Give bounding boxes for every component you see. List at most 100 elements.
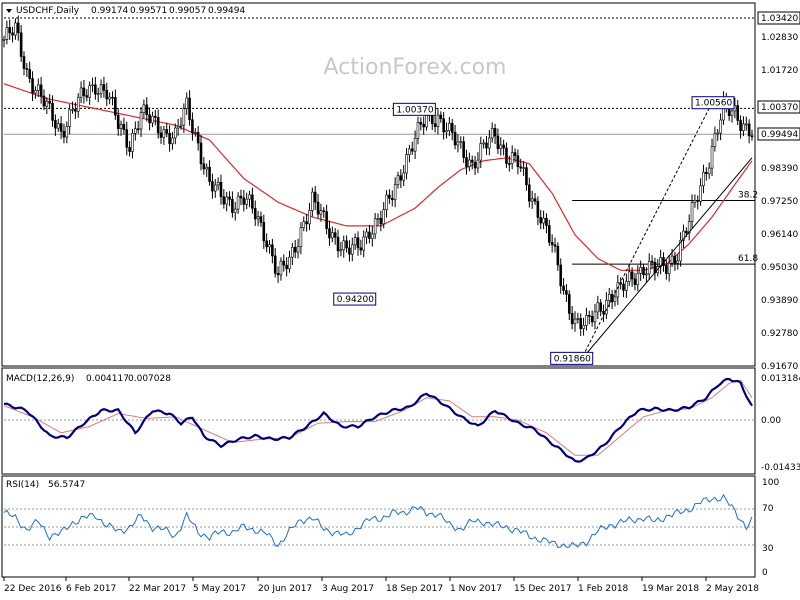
candle-body bbox=[513, 152, 517, 157]
candle-body bbox=[636, 272, 640, 285]
candle-body bbox=[482, 142, 485, 145]
candle-body bbox=[645, 273, 648, 276]
candle-body bbox=[291, 246, 294, 258]
candle-body bbox=[331, 232, 334, 239]
macd-y-tick: 0.013184 bbox=[761, 374, 800, 384]
value-label-text: 0.91860 bbox=[554, 354, 591, 364]
trend-line-dashed bbox=[580, 102, 713, 361]
candle-body bbox=[14, 22, 17, 36]
x-tick-label: 1 Nov 2017 bbox=[450, 584, 502, 594]
price-y-tick: 0.95030 bbox=[761, 263, 798, 273]
candle-body bbox=[616, 282, 620, 298]
candle-body bbox=[696, 199, 700, 202]
candle-body bbox=[336, 236, 340, 252]
candle-body bbox=[750, 135, 754, 138]
price-axis-level-1-00370: 1.00370 bbox=[757, 100, 800, 114]
candle-body bbox=[516, 155, 520, 168]
candle-body bbox=[739, 120, 742, 131]
value-label-box bbox=[691, 96, 735, 110]
candle-body bbox=[353, 237, 357, 246]
candle-body bbox=[585, 315, 588, 326]
price-title: USDCHF,Daily bbox=[16, 6, 80, 16]
candle-body bbox=[613, 296, 617, 303]
candle-body bbox=[62, 131, 66, 138]
candle-body bbox=[85, 95, 89, 98]
candle-body bbox=[8, 27, 12, 34]
candle-body bbox=[54, 120, 57, 129]
candle-body bbox=[56, 123, 60, 129]
candle-body bbox=[719, 119, 722, 134]
candle-body bbox=[556, 245, 560, 266]
candle-body bbox=[385, 194, 388, 210]
price-levels bbox=[4, 17, 755, 265]
candle-body bbox=[333, 232, 337, 238]
candle-body bbox=[610, 293, 614, 303]
candle-body bbox=[268, 244, 271, 248]
value-label-text: 0.94200 bbox=[337, 295, 374, 305]
candle-body bbox=[402, 172, 405, 181]
candle-body bbox=[530, 198, 534, 202]
candle-body bbox=[370, 233, 374, 239]
candle-body bbox=[16, 22, 20, 34]
rsi-readout: 56.5747 bbox=[48, 480, 85, 490]
candle-body bbox=[425, 113, 428, 128]
candle-body bbox=[607, 293, 611, 301]
candle-body bbox=[436, 114, 440, 127]
candle-body bbox=[682, 230, 685, 241]
macd-y-tick: -0.014339 bbox=[761, 463, 800, 473]
candle-body bbox=[208, 166, 211, 182]
rsi-line bbox=[3, 493, 753, 549]
candle-body bbox=[359, 247, 363, 251]
candle-body bbox=[716, 132, 720, 135]
candle-body bbox=[231, 198, 234, 213]
candle-body bbox=[193, 132, 197, 134]
trend-line bbox=[580, 157, 753, 361]
candle-body bbox=[396, 175, 400, 185]
candle-body bbox=[456, 141, 460, 146]
candle-body bbox=[251, 194, 254, 209]
macd-signal-line bbox=[3, 379, 753, 456]
candle-body bbox=[316, 201, 320, 215]
candle-body bbox=[510, 152, 514, 164]
candle-body bbox=[573, 318, 577, 325]
candle-body bbox=[68, 109, 71, 127]
price-panel-header: USDCHF,Daily 0.99174 0.99571 0.99057 0.9… bbox=[6, 6, 245, 16]
candle-body bbox=[462, 141, 465, 158]
candle-body bbox=[302, 221, 306, 228]
watermark: ActionForex.com bbox=[324, 55, 507, 80]
candle-body bbox=[499, 144, 503, 149]
candle-body bbox=[176, 126, 180, 129]
candle-body bbox=[736, 105, 740, 121]
candle-body bbox=[582, 325, 585, 329]
candle-body bbox=[416, 122, 420, 139]
price-y-tick: 0.91670 bbox=[761, 362, 798, 372]
candle-body bbox=[282, 260, 286, 266]
candle-body bbox=[293, 246, 297, 253]
macd-panel-header: MACD(12,26,9) 0.004117 0.007028 bbox=[6, 374, 171, 384]
candle-body bbox=[465, 157, 468, 167]
candle-body bbox=[139, 112, 143, 130]
candle-body bbox=[74, 109, 77, 112]
candle-body bbox=[211, 181, 214, 192]
x-tick-label: 18 Sep 2017 bbox=[386, 584, 443, 594]
candle-body bbox=[459, 141, 463, 143]
candle-body bbox=[622, 283, 625, 291]
price-axis-box bbox=[757, 100, 800, 114]
current-price-box bbox=[757, 127, 800, 141]
candle-body bbox=[311, 191, 314, 211]
candle-body bbox=[596, 302, 600, 313]
rsi-y-axis: 100 70 30 0 bbox=[762, 478, 779, 578]
price-y-tick: 0.92780 bbox=[761, 329, 798, 339]
candle-body bbox=[59, 123, 63, 132]
candle-body bbox=[742, 123, 745, 131]
x-tick-label: 6 Feb 2017 bbox=[66, 584, 116, 594]
candle-body bbox=[493, 128, 497, 137]
candle-body bbox=[148, 114, 151, 124]
candle-body bbox=[345, 240, 348, 249]
collapse-triangle-icon[interactable] bbox=[6, 9, 12, 13]
candle-body bbox=[505, 147, 508, 164]
candle-body bbox=[422, 123, 425, 128]
candle-body bbox=[188, 97, 191, 120]
trend-lines bbox=[580, 102, 753, 361]
candle-body bbox=[502, 144, 505, 149]
